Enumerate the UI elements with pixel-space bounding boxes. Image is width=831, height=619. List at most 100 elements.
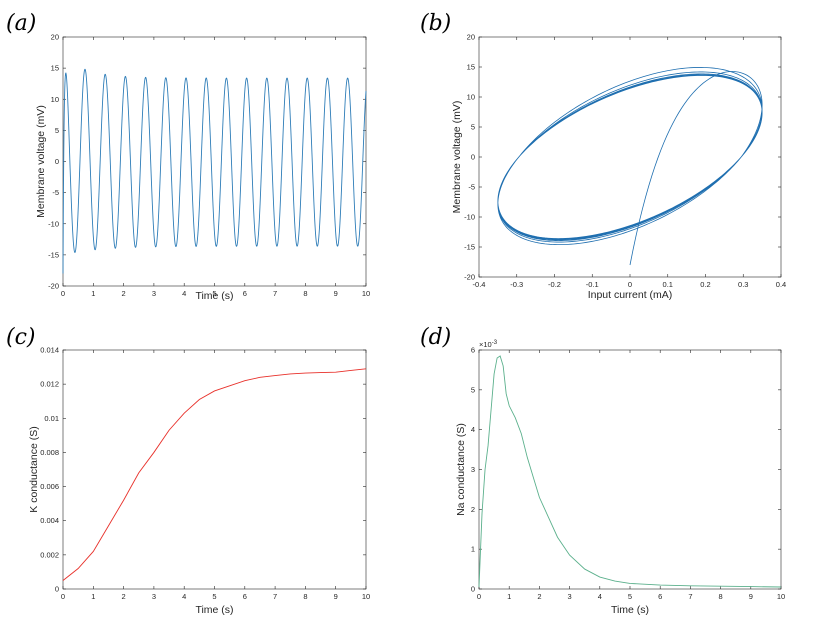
panel-d: (d) 0 1 2 3 4 5 6 7 8 9 10 0 1 2 3 4 5 6 ×10-3 Time (s) N… [420,325,785,616]
x-tick-label: 4 [182,289,186,298]
x-tick-label: 1 [507,592,511,601]
y-tick-label: -10 [464,213,475,222]
y-tick-label: 0.004 [40,516,59,525]
x-tick-label: 3 [152,289,156,298]
panel-d-label: (d) [420,325,451,350]
y-tick-label: 10 [51,95,59,104]
panel-b-ticks: -0.4 -0.3 -0.2 -0.1 0 0.1 0.2 0.3 0.4 -20 -15 -10 -5… [464,33,786,290]
x-tick-label: 9 [749,592,753,601]
x-tick-label: 10 [362,289,370,298]
panel-c-xlabel: Time (s) [195,604,233,616]
x-tick-label: 2 [122,592,126,601]
x-tick-label: 9 [334,289,338,298]
y-tick-label: 5 [471,123,475,132]
y-tick-label: 0.014 [40,346,59,355]
x-tick-label: -0.2 [548,280,561,289]
y-tick-label: -20 [48,282,59,291]
y-tick-label: 1 [471,545,475,554]
x-tick-label: 3 [152,592,156,601]
y-tick-label: -20 [464,273,475,282]
y-tick-label: 0.01 [44,414,59,423]
y-tick-label: 0 [471,585,475,594]
y-tick-label: 4 [471,425,475,434]
y-tick-label: -15 [48,250,59,259]
x-tick-label: 6 [243,289,247,298]
panel-a-label: (a) [6,11,36,36]
x-tick-label: -0.3 [510,280,523,289]
panel-c-label: (c) [6,325,36,350]
x-tick-label: 2 [122,289,126,298]
x-tick-label: -0.1 [586,280,599,289]
x-tick-label: 0 [628,280,632,289]
panel-a-ylabel: Membrane voltage (mV) [35,105,47,218]
panel-b-ylabel: Membrane voltage (mV) [451,101,463,214]
x-tick-label: 7 [273,289,277,298]
panel-a: (a) 0 1 2 3 4 5 6 7 8 9 10 -20 -15 -10 -5 0 5 10 15 20 Time… [6,11,370,302]
x-tick-label: 0 [477,592,481,601]
panel-d-ylabel: Na conductance (S) [455,423,467,516]
x-tick-label: 6 [243,592,247,601]
x-tick-label: 3 [568,592,572,601]
panel-c: (c) 0 1 2 3 4 5 6 7 8 9 10 0 0.002 0.004 0.006 0.008 0.0… [6,325,370,616]
y-tick-label: 0 [55,585,59,594]
x-tick-label: 10 [777,592,785,601]
y-tick-label: -5 [468,183,475,192]
panel-a-axes-frame [62,36,367,287]
y-tick-label: 0.006 [40,482,59,491]
x-tick-label: 1 [91,289,95,298]
x-tick-label: 0 [61,289,65,298]
y-tick-label: 0.012 [40,380,59,389]
y-tick-label: -5 [52,188,59,197]
panel-a-xlabel: Time (s) [195,290,233,302]
y-tick-label: 5 [55,126,59,135]
panel-c-ylabel: K conductance (S) [28,426,40,512]
y-tick-label: 0 [55,157,59,166]
x-tick-label: 8 [303,592,307,601]
x-tick-label: 7 [688,592,692,601]
y-tick-label: 0.002 [40,550,59,559]
y-tick-label: -10 [48,219,59,228]
x-tick-label: 5 [212,289,216,298]
x-tick-label: -0.4 [473,280,486,289]
y-tick-label: 15 [467,63,475,72]
panel-b-label: (b) [420,11,451,36]
x-tick-label: 0.1 [663,280,673,289]
x-tick-label: 8 [303,289,307,298]
panel-b-xlabel: Input current (mA) [588,289,673,301]
y-tick-label: 15 [51,64,59,73]
panel-d-ticks: 0 1 2 3 4 5 6 7 8 9 10 0 1 2 3 4 5 6 [471,346,785,602]
y-tick-label: 10 [467,93,475,102]
x-tick-label: 4 [598,592,602,601]
y-tick-label: 6 [471,346,475,355]
x-tick-label: 0 [61,592,65,601]
x-tick-label: 6 [658,592,662,601]
x-tick-label: 5 [628,592,632,601]
x-tick-label: 9 [334,592,338,601]
x-tick-label: 5 [212,592,216,601]
x-tick-label: 8 [719,592,723,601]
panel-c-series-line [62,368,367,581]
x-tick-label: 0.4 [776,280,786,289]
x-tick-label: 7 [273,592,277,601]
panel-d-series-line [478,355,782,588]
x-tick-label: 2 [537,592,541,601]
panel-b: (b) -0.4 -0.3 -0.2 -0.1 0 0.1 0.2 0.3 0.4-20-15-… [420,11,786,301]
panel-d-axes-frame [478,349,782,590]
panel-c-ticks: 0 1 2 3 4 5 6 7 8 9 10 0 0.002 0.004 0.006 0.008 0.01 0.0… [40,346,370,602]
x-tick-label: 1 [91,592,95,601]
y-tick-label: -15 [464,243,475,252]
x-tick-label: 4 [182,592,186,601]
y-tick-label: 20 [51,33,59,42]
y-tick-label: 5 [471,385,475,394]
panel-d-xlabel: Time (s) [611,604,649,616]
y-tick-label: 3 [471,465,475,474]
x-tick-label: 0.3 [738,280,748,289]
panel-d-exponent: ×10-3 [479,340,498,349]
y-tick-label: 0 [471,153,475,162]
panel-a-series-line [62,68,367,274]
panel-c-axes-frame [62,349,367,590]
panel-a-ticks: 0 1 2 3 4 5 6 7 8 9 10 -20 -15 -10 -5 0 5 10 15 20 [48,33,370,299]
panel-b-series-line [497,67,763,266]
y-tick-label: 20 [467,33,475,42]
